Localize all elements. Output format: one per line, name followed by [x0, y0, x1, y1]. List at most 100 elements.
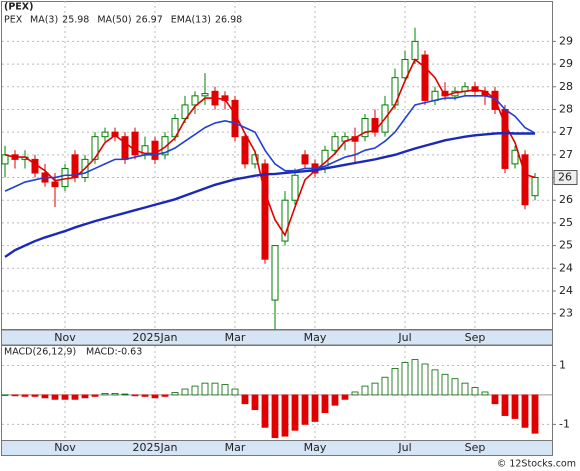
macd-bar — [31, 394, 39, 397]
ma-line — [4, 95, 536, 192]
date-strip — [1, 440, 553, 456]
macd-bar — [181, 388, 189, 396]
candle-body — [291, 174, 299, 201]
macd-bar — [481, 391, 489, 396]
macd-bar — [11, 394, 19, 397]
macd-bar — [351, 391, 359, 396]
x-tick-label: 2025Jan — [133, 331, 178, 344]
x-tick-label: Mar — [225, 331, 246, 344]
y-tick-label: 1 — [559, 358, 566, 371]
legend-value: 25.98 — [62, 15, 89, 26]
x-tick-label: 2025Jan — [133, 441, 178, 454]
candle-body — [241, 136, 249, 165]
legend-value: 26.98 — [215, 15, 242, 26]
candle-body — [371, 118, 379, 133]
y-tick-label: 28 — [559, 102, 573, 115]
candle-body — [201, 93, 209, 97]
macd-title: MACD(26,12,9) — [4, 347, 76, 358]
macd-bar — [251, 394, 259, 411]
candle-body — [161, 136, 169, 156]
macd-bar — [331, 394, 339, 406]
candle-body — [61, 167, 69, 188]
candle-body — [531, 177, 539, 197]
macd-bar — [41, 394, 49, 399]
price-tag-box — [553, 170, 578, 186]
y-tick-label: 29 — [559, 34, 573, 47]
macd-bar — [501, 394, 509, 416]
x-tick-label: Jul — [397, 331, 411, 344]
macd-bar — [401, 362, 409, 396]
macd-bar — [81, 394, 89, 399]
candle-body — [131, 131, 139, 156]
macd-bar — [201, 382, 209, 396]
y-tick-label: 23 — [559, 307, 573, 320]
candle-body — [431, 90, 439, 101]
macd-bar — [131, 394, 139, 397]
macd-bar — [531, 394, 539, 434]
candle-body — [411, 40, 419, 61]
price-tag: 26 — [558, 171, 572, 184]
candle-body — [521, 154, 529, 206]
macd-bar — [51, 394, 59, 400]
candle-body — [421, 54, 429, 101]
x-tick-label: Sep — [465, 331, 486, 344]
macd-bar — [141, 394, 149, 397]
ticker-title: (PEX) — [4, 2, 33, 13]
macd-bar — [241, 394, 249, 405]
legend-name: MA(3) — [30, 15, 58, 26]
macd-bar — [231, 388, 239, 396]
macd-bar — [21, 394, 29, 397]
candle-body — [261, 163, 269, 260]
x-tick-label: Nov — [54, 441, 76, 454]
macd-value: MACD:-0.63 — [86, 347, 142, 358]
macd-bar — [71, 394, 79, 400]
macd-bar — [441, 373, 449, 396]
y-tick-label: 28 — [559, 80, 573, 93]
macd-bar — [281, 394, 289, 437]
legend-value: 26.97 — [136, 15, 163, 26]
candle-body — [91, 136, 99, 160]
y-tick-label: 24 — [559, 261, 573, 274]
macd-bar — [511, 394, 519, 419]
legend-name: EMA(13) — [171, 15, 211, 26]
macd-bar — [391, 367, 399, 396]
legend-name: MA(50) — [97, 15, 131, 26]
macd-bar — [411, 359, 419, 396]
macd-bar — [361, 385, 369, 396]
macd-bar — [381, 376, 389, 396]
legend-ticker: PEX — [4, 15, 23, 26]
macd-bar — [341, 394, 349, 400]
y-tick-label: 27 — [559, 148, 573, 161]
candle-body — [181, 104, 189, 120]
candle-body — [281, 199, 289, 242]
macd-bar — [61, 394, 69, 400]
macd-bar — [311, 394, 319, 422]
macd-bar — [261, 394, 269, 428]
candle-body — [331, 136, 339, 151]
macd-bar — [221, 384, 229, 396]
y-tick-label: -1 — [559, 417, 570, 430]
macd-bar — [1, 394, 9, 396]
candle-body — [361, 118, 369, 138]
candle-body — [471, 86, 479, 92]
candle-body — [511, 149, 519, 165]
y-tick-label: 24 — [559, 284, 573, 297]
x-tick-label: Nov — [54, 331, 76, 344]
macd-bar — [151, 394, 159, 399]
candle-body — [1, 154, 9, 165]
x-tick-label: Jul — [397, 441, 411, 454]
macd-bar — [421, 363, 429, 396]
y-tick-label: 29 — [559, 57, 573, 70]
macd-bar — [121, 393, 129, 396]
candle-body — [271, 245, 279, 301]
x-tick-label: Sep — [465, 441, 486, 454]
ma-line — [4, 131, 535, 258]
macd-bar — [171, 392, 179, 396]
x-tick-label: May — [304, 331, 327, 344]
macd-bar — [431, 369, 439, 396]
macd-bar — [91, 394, 99, 397]
macd-bar — [271, 394, 279, 439]
macd-bar — [461, 382, 469, 396]
macd-bar — [101, 393, 109, 396]
